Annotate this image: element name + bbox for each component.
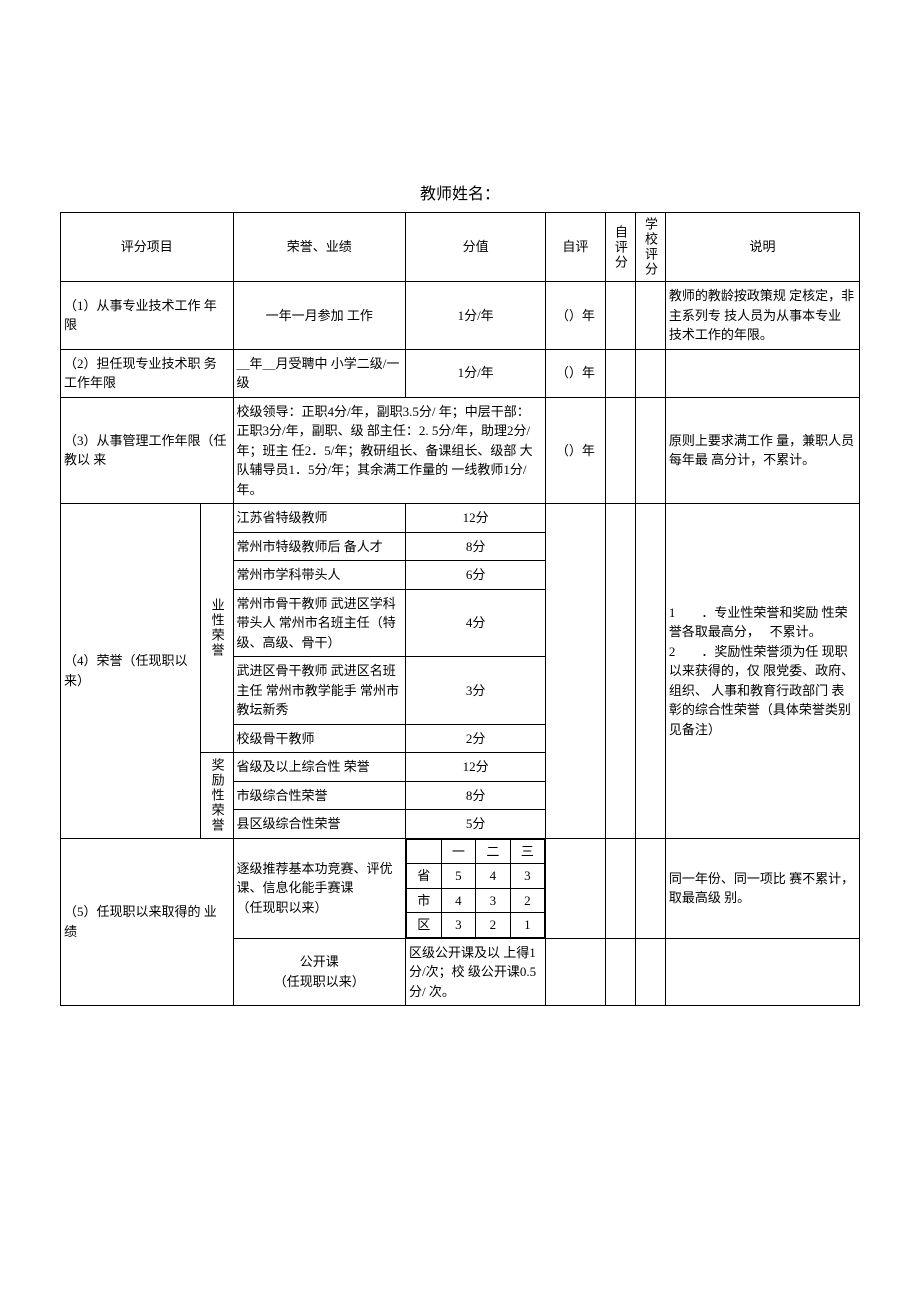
honor-cell: 省级及以上综合性 荣誉 — [233, 753, 406, 782]
score-cell: 1分/年 — [406, 282, 546, 350]
header-schoolscore: 学校评分 — [635, 213, 665, 282]
honor-score-merged: 校级领导：正职4分/年，副职3.5分/ 年；中层干部：正职3分/年，副职、级 部… — [233, 397, 546, 504]
grid-header: 一 — [441, 839, 476, 864]
self-cell: （）年 — [546, 282, 605, 350]
selfscore-cell — [605, 349, 635, 397]
grid-header — [407, 839, 442, 864]
honor-cell: 一年一月参加 工作 — [233, 282, 406, 350]
grid-cell: 3 — [476, 888, 511, 913]
grid-cell: 市 — [407, 888, 442, 913]
honor-cell: 逐级推荐基本功竞赛、评优课、信息化能手赛课 （任现职以来） — [233, 838, 406, 938]
honor-cell: 县区级综合性荣誉 — [233, 810, 406, 839]
self-cell — [546, 504, 605, 839]
schoolscore-cell — [635, 397, 665, 504]
score-cell: 4分 — [406, 589, 546, 657]
table-row: （2）担任现专业技术职 务工作年限 ＿年＿月受聘中 小学二级/一级 1分/年 （… — [61, 349, 860, 397]
score-cell: 5分 — [406, 810, 546, 839]
score-cell: 6分 — [406, 561, 546, 590]
score-cell: 2分 — [406, 724, 546, 753]
schoolscore-cell — [635, 349, 665, 397]
self-cell: （）年 — [546, 397, 605, 504]
desc-cell: 同一年份、同一项比 赛不累计，取最高级 别。 — [665, 838, 859, 938]
schoolscore-cell — [635, 938, 665, 1006]
grid-cell: 区 — [407, 913, 442, 938]
honor-cell: 校级骨干教师 — [233, 724, 406, 753]
header-honor: 荣誉、业绩 — [233, 213, 406, 282]
honor-cell: 市级综合性荣誉 — [233, 781, 406, 810]
table-header: 评分项目 荣誉、业绩 分值 自评 自评分 学校评分 说明 — [61, 213, 860, 282]
grid-cell: 3 — [441, 913, 476, 938]
selfscore-cell — [605, 938, 635, 1006]
item-cell: （5）任现职以来取得的 业绩 — [61, 838, 234, 1006]
honor-cell: 常州市学科带头人 — [233, 561, 406, 590]
honor-cell: 公开课 （任现职以来） — [233, 938, 406, 1006]
schoolscore-cell — [635, 504, 665, 839]
grid-cell: 2 — [476, 913, 511, 938]
score-cell: 8分 — [406, 781, 546, 810]
score-grid-cell: 一 二 三 省 5 4 3 市 4 3 2 区 3 — [406, 838, 546, 938]
item-cell: （2）担任现专业技术职 务工作年限 — [61, 349, 234, 397]
selfscore-cell — [605, 397, 635, 504]
honor-cell: 武进区骨干教师 武进区名班主任 常州市教学能手 常州市教坛新秀 — [233, 657, 406, 725]
item-cell: （3）从事管理工作年限（任教以 来 — [61, 397, 234, 504]
item-cell: （4）荣誉（任现职以来） — [61, 504, 201, 839]
honor-cell: 常州市特级教师后 备人才 — [233, 532, 406, 561]
score-cell: 8分 — [406, 532, 546, 561]
score-cell: 12分 — [406, 753, 546, 782]
grid-cell: 2 — [510, 888, 545, 913]
self-cell — [546, 838, 605, 938]
header-score: 分值 — [406, 213, 546, 282]
header-self: 自评 — [546, 213, 605, 282]
score-cell: 1分/年 — [406, 349, 546, 397]
selfscore-cell — [605, 838, 635, 938]
table-row: （1）从事专业技术工作 年限 一年一月参加 工作 1分/年 （）年 教师的教龄按… — [61, 282, 860, 350]
grid-cell: 4 — [441, 888, 476, 913]
honor-cell: 常州市骨干教师 武进区学科带头人 常州市名班主任（特 级、高级、骨干） — [233, 589, 406, 657]
self-cell — [546, 938, 605, 1006]
table-row: （5）任现职以来取得的 业绩 逐级推荐基本功竞赛、评优课、信息化能手赛课 （任现… — [61, 838, 860, 938]
grid-cell: 省 — [407, 864, 442, 889]
table-row: （4）荣誉（任现职以来） 业性荣誉 江苏省特级教师 12分 1 ．专业性荣誉和奖… — [61, 504, 860, 533]
selfscore-cell — [605, 504, 635, 839]
scoring-table: 评分项目 荣誉、业绩 分值 自评 自评分 学校评分 说明 （1）从事专业技术工作… — [60, 212, 860, 1006]
grid-header: 二 — [476, 839, 511, 864]
grid-cell: 1 — [510, 913, 545, 938]
desc-cell — [665, 938, 859, 1006]
grid-header: 三 — [510, 839, 545, 864]
schoolscore-cell — [635, 282, 665, 350]
score-cell: 区级公开课及以 上得1分/次；校 级公开课0.5分/ 次。 — [406, 938, 546, 1006]
schoolscore-cell — [635, 838, 665, 938]
table-row: （3）从事管理工作年限（任教以 来 校级领导：正职4分/年，副职3.5分/ 年；… — [61, 397, 860, 504]
subcategory-cell: 奖励性荣誉 — [201, 753, 233, 839]
desc-cell: 1 ．专业性荣誉和奖励 性荣誉各取最高分， 不累计。 2 ．奖励性荣誉须为任 现… — [665, 504, 859, 839]
header-selfscore: 自评分 — [605, 213, 635, 282]
header-desc: 说明 — [665, 213, 859, 282]
score-cell: 3分 — [406, 657, 546, 725]
grid-cell: 4 — [476, 864, 511, 889]
self-cell: （）年 — [546, 349, 605, 397]
competition-grid: 一 二 三 省 5 4 3 市 4 3 2 区 3 — [406, 839, 545, 938]
grid-cell: 5 — [441, 864, 476, 889]
page-title: 教师姓名： — [60, 180, 860, 204]
honor-cell: 江苏省特级教师 — [233, 504, 406, 533]
header-item: 评分项目 — [61, 213, 234, 282]
selfscore-cell — [605, 282, 635, 350]
desc-cell: 原则上要求满工作 量，兼职人员每年最 高分计，不累计。 — [665, 397, 859, 504]
item-cell: （1）从事专业技术工作 年限 — [61, 282, 234, 350]
desc-cell — [665, 349, 859, 397]
subcategory-cell: 业性荣誉 — [201, 504, 233, 753]
desc-cell: 教师的教龄按政策规 定核定，非主系列专 技人员为从事本专业 技术工作的年限。 — [665, 282, 859, 350]
score-cell: 12分 — [406, 504, 546, 533]
grid-cell: 3 — [510, 864, 545, 889]
honor-cell: ＿年＿月受聘中 小学二级/一级 — [233, 349, 406, 397]
